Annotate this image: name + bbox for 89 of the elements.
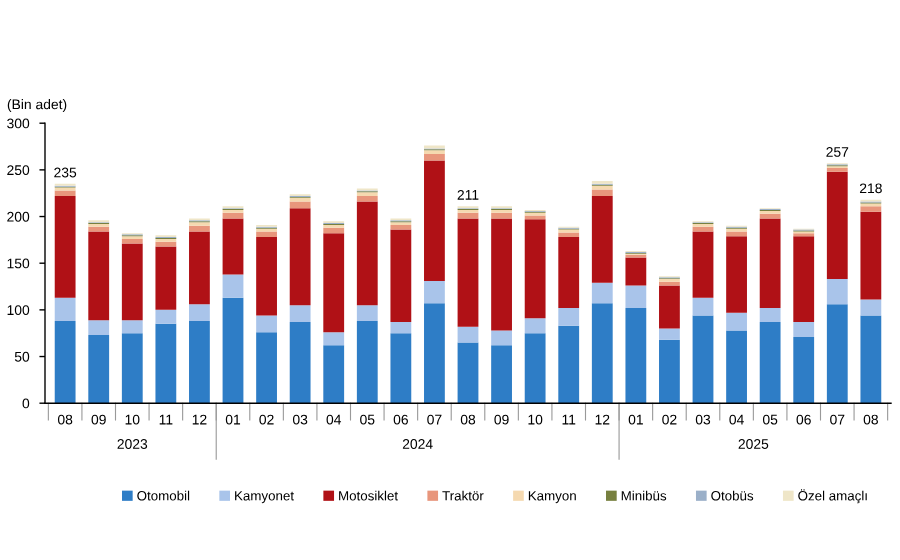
bar bbox=[860, 315, 882, 404]
bar bbox=[692, 315, 714, 404]
bar bbox=[356, 305, 378, 322]
bar bbox=[222, 274, 244, 298]
bar bbox=[222, 218, 244, 275]
bar bbox=[558, 308, 580, 326]
bar bbox=[726, 330, 747, 404]
bar bbox=[591, 189, 613, 196]
bar bbox=[323, 233, 345, 333]
bar bbox=[289, 208, 311, 306]
bar bbox=[826, 171, 848, 280]
bar bbox=[625, 308, 647, 404]
bar bbox=[54, 190, 76, 196]
bar bbox=[121, 238, 143, 244]
bar bbox=[189, 225, 210, 232]
bar bbox=[121, 243, 143, 321]
bar bbox=[356, 201, 378, 306]
bar bbox=[424, 160, 445, 281]
bar bbox=[659, 285, 680, 329]
bar bbox=[256, 237, 277, 316]
bar bbox=[625, 285, 647, 308]
bar bbox=[256, 332, 277, 404]
bar bbox=[457, 218, 479, 327]
bar bbox=[491, 330, 512, 346]
bar bbox=[491, 212, 512, 219]
bar bbox=[860, 211, 882, 300]
bar bbox=[625, 257, 647, 286]
bar bbox=[558, 237, 580, 308]
bar bbox=[558, 232, 580, 238]
bar bbox=[323, 332, 345, 346]
bar bbox=[323, 227, 345, 234]
bar bbox=[524, 219, 546, 319]
bar bbox=[155, 246, 177, 310]
bar bbox=[155, 323, 177, 404]
bar bbox=[390, 322, 412, 334]
bar bbox=[793, 236, 815, 322]
bar bbox=[591, 282, 613, 304]
bar bbox=[826, 279, 848, 305]
bar bbox=[121, 320, 143, 334]
bar bbox=[491, 218, 512, 331]
bar bbox=[524, 318, 546, 334]
bar bbox=[860, 206, 882, 212]
bar bbox=[457, 342, 479, 404]
bar bbox=[256, 315, 277, 333]
bar bbox=[793, 336, 815, 404]
bar bbox=[424, 280, 445, 304]
bar bbox=[726, 236, 747, 313]
bar bbox=[356, 321, 378, 404]
bar bbox=[222, 297, 244, 404]
bar bbox=[54, 297, 76, 322]
bar bbox=[726, 231, 747, 237]
bar bbox=[491, 345, 512, 404]
bar bbox=[88, 320, 110, 336]
bar bbox=[88, 335, 110, 404]
bar bbox=[54, 196, 76, 298]
bar bbox=[155, 309, 177, 324]
bar bbox=[759, 218, 781, 308]
bar bbox=[189, 304, 210, 322]
bar bbox=[591, 303, 613, 404]
bar bbox=[759, 308, 781, 322]
bar bbox=[457, 326, 479, 343]
bar bbox=[356, 196, 378, 202]
bar bbox=[692, 231, 714, 298]
bar bbox=[659, 339, 680, 404]
bar bbox=[726, 312, 747, 331]
bar bbox=[256, 231, 277, 238]
bar bbox=[826, 304, 848, 404]
bar bbox=[692, 297, 714, 316]
bar bbox=[558, 325, 580, 404]
bar bbox=[860, 299, 882, 316]
bar bbox=[424, 303, 445, 404]
bar bbox=[390, 229, 412, 322]
bar bbox=[591, 196, 613, 283]
bar bbox=[189, 321, 210, 404]
bar bbox=[289, 305, 311, 322]
bar bbox=[424, 154, 445, 161]
bar bbox=[323, 345, 345, 404]
bar bbox=[121, 333, 143, 404]
bar bbox=[659, 328, 680, 340]
bar bbox=[390, 333, 412, 404]
bar bbox=[289, 322, 311, 404]
bar bbox=[524, 333, 546, 404]
bar bbox=[289, 201, 311, 209]
bar bbox=[88, 231, 110, 321]
bar bbox=[189, 231, 210, 305]
bar bbox=[759, 322, 781, 404]
bar bbox=[390, 224, 412, 230]
bar bbox=[793, 322, 815, 337]
bar bbox=[54, 321, 76, 404]
